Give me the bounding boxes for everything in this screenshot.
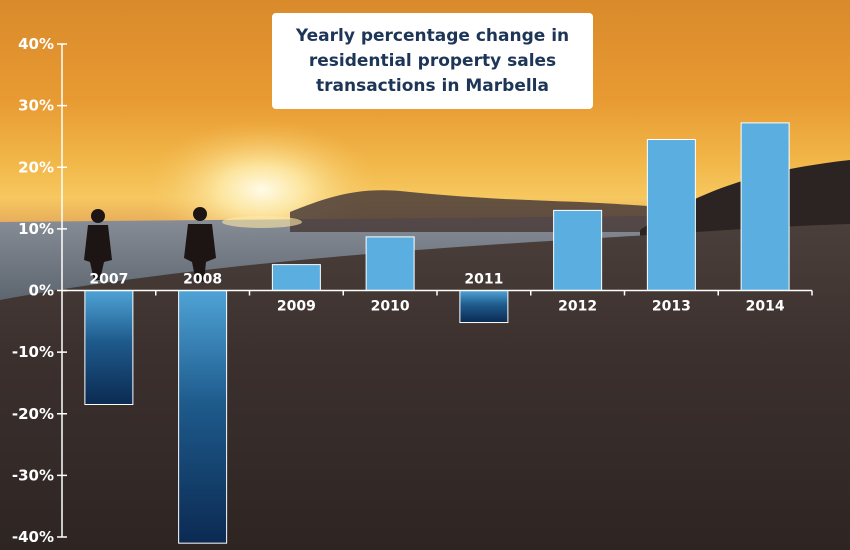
x-tick-label-2013: 2013: [652, 299, 691, 315]
bar-2008: [178, 290, 228, 544]
bar-2012: [553, 209, 603, 291]
bar-2009: [271, 264, 321, 291]
x-tick-label-2009: 2009: [277, 299, 316, 315]
y-tick-label: -40%: [12, 528, 54, 546]
bar-2014: [740, 122, 790, 291]
bars-group: [84, 122, 790, 544]
bar-2013: [646, 139, 696, 291]
x-tick-label-2014: 2014: [746, 299, 785, 315]
bar-2010: [365, 236, 415, 291]
chart-title-box: Yearly percentage change in residential …: [272, 13, 593, 109]
y-axis: -40% -30% -20% -10% 0% 10% 20% 30% 40%: [12, 35, 67, 546]
x-tick-label-2011: 2011: [464, 272, 503, 288]
chart-title: Yearly percentage change in residential …: [295, 25, 570, 96]
y-tick-label: 40%: [18, 35, 54, 53]
x-tick-label-2008: 2008: [183, 272, 222, 288]
y-tick-label: -10%: [12, 343, 54, 361]
y-tick-label: 20%: [18, 158, 54, 176]
y-tick-label: 10%: [18, 220, 54, 238]
bar-2007: [84, 290, 134, 406]
x-tick-label-2010: 2010: [371, 299, 410, 315]
y-tick-label: -30%: [12, 466, 54, 484]
x-tick-label-2007: 2007: [89, 272, 128, 288]
x-tick-label-2012: 2012: [558, 299, 597, 315]
bar-2011: [459, 290, 509, 324]
y-tick-label: -20%: [12, 405, 54, 423]
x-axis: 2007 2008 2009 2010 2011 2012 2013 2014: [62, 272, 813, 315]
y-tick-label: 30%: [18, 97, 54, 115]
y-tick-label: 0%: [29, 282, 54, 300]
